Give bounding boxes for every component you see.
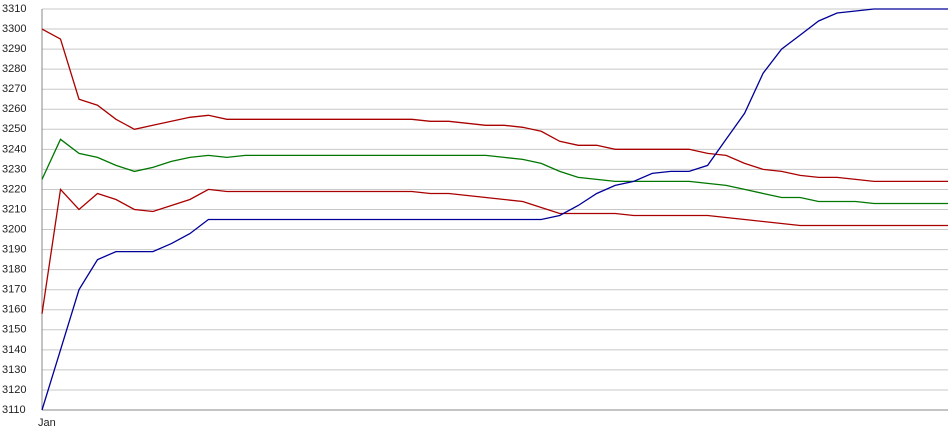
y-tick-label: 3130 [2, 364, 26, 376]
y-tick-label: 3180 [2, 264, 26, 276]
y-tick-label: 3300 [2, 23, 26, 35]
y-tick-label: 3270 [2, 83, 26, 95]
y-tick-label: 3140 [2, 344, 26, 356]
y-tick-label: 3120 [2, 384, 26, 396]
x-tick-label: Jan [38, 417, 56, 429]
y-tick-label: 3110 [2, 404, 26, 416]
y-tick-label: 3250 [2, 123, 26, 135]
y-tick-label: 3160 [2, 304, 26, 316]
series-line [41, 187, 948, 314]
series-line [41, 8, 948, 411]
y-tick-label: 3150 [2, 324, 26, 336]
series-line [41, 138, 948, 205]
y-tick-label: 3220 [2, 183, 26, 195]
y-tick-label: 3200 [2, 223, 26, 235]
y-tick-label: 3240 [2, 143, 26, 155]
y-tick-label: 3280 [2, 63, 26, 75]
y-tick-label: 3210 [2, 203, 26, 215]
y-tick-label: 3190 [2, 244, 26, 256]
y-tick-label: 3290 [2, 43, 26, 55]
y-tick-label: 3310 [2, 3, 26, 15]
y-tick-label: 3260 [2, 103, 26, 115]
y-tick-label: 3170 [2, 284, 26, 296]
y-tick-label: 3230 [2, 163, 26, 175]
series-line [41, 28, 948, 183]
